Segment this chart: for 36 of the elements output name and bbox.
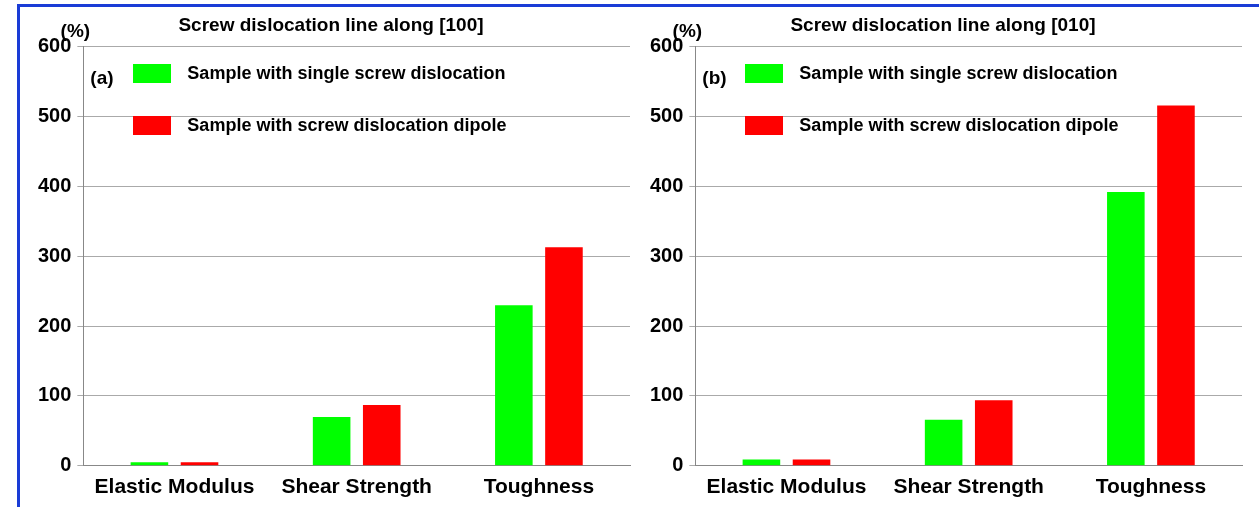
y-tick-label: 100: [649, 383, 684, 406]
y-tick-label: 500: [649, 104, 684, 127]
bar: [545, 247, 583, 466]
bar: [495, 305, 533, 466]
x-tick-label: Shear Strength: [281, 474, 432, 498]
legend-label: Sample with single screw dislocation: [187, 63, 506, 85]
x-tick-label: Elastic Modulus: [706, 474, 867, 498]
y-tick-label: 400: [649, 173, 684, 196]
bar: [312, 416, 351, 466]
y-tick-label: 300: [649, 243, 684, 266]
legend-label: Sample with single screw dislocation: [799, 63, 1118, 85]
bar: [1107, 192, 1145, 466]
x-tick-label: Elastic Modulus: [94, 474, 255, 498]
chart-title: Screw dislocation line along [010]: [790, 13, 1096, 35]
annotation: (a): [90, 67, 114, 89]
y-tick-label: 500: [37, 104, 72, 127]
x-tick-label: Toughness: [483, 474, 595, 498]
y-tick-label: 0: [60, 453, 72, 476]
annotation: (b): [702, 67, 727, 89]
bar: [974, 400, 1013, 466]
y-tick-label: 400: [37, 173, 72, 196]
y-tick-label: 300: [37, 243, 72, 266]
x-tick-label: Shear Strength: [893, 474, 1044, 498]
bar: [130, 462, 169, 466]
y-tick-label: 100: [37, 383, 72, 406]
legend-label: Sample with screw dislocation dipole: [187, 115, 507, 137]
bar: [924, 419, 963, 466]
chart-title: Screw dislocation line along [100]: [178, 13, 484, 35]
y-tick-label: 200: [37, 313, 72, 336]
x-tick-label: Toughness: [1095, 474, 1207, 498]
bar: [362, 405, 401, 466]
bar: [1157, 105, 1195, 466]
legend-label: Sample with screw dislocation dipole: [799, 115, 1119, 137]
bar: [180, 462, 219, 466]
y-tick-label: 0: [672, 453, 684, 476]
y-tick-label: 200: [649, 313, 684, 336]
